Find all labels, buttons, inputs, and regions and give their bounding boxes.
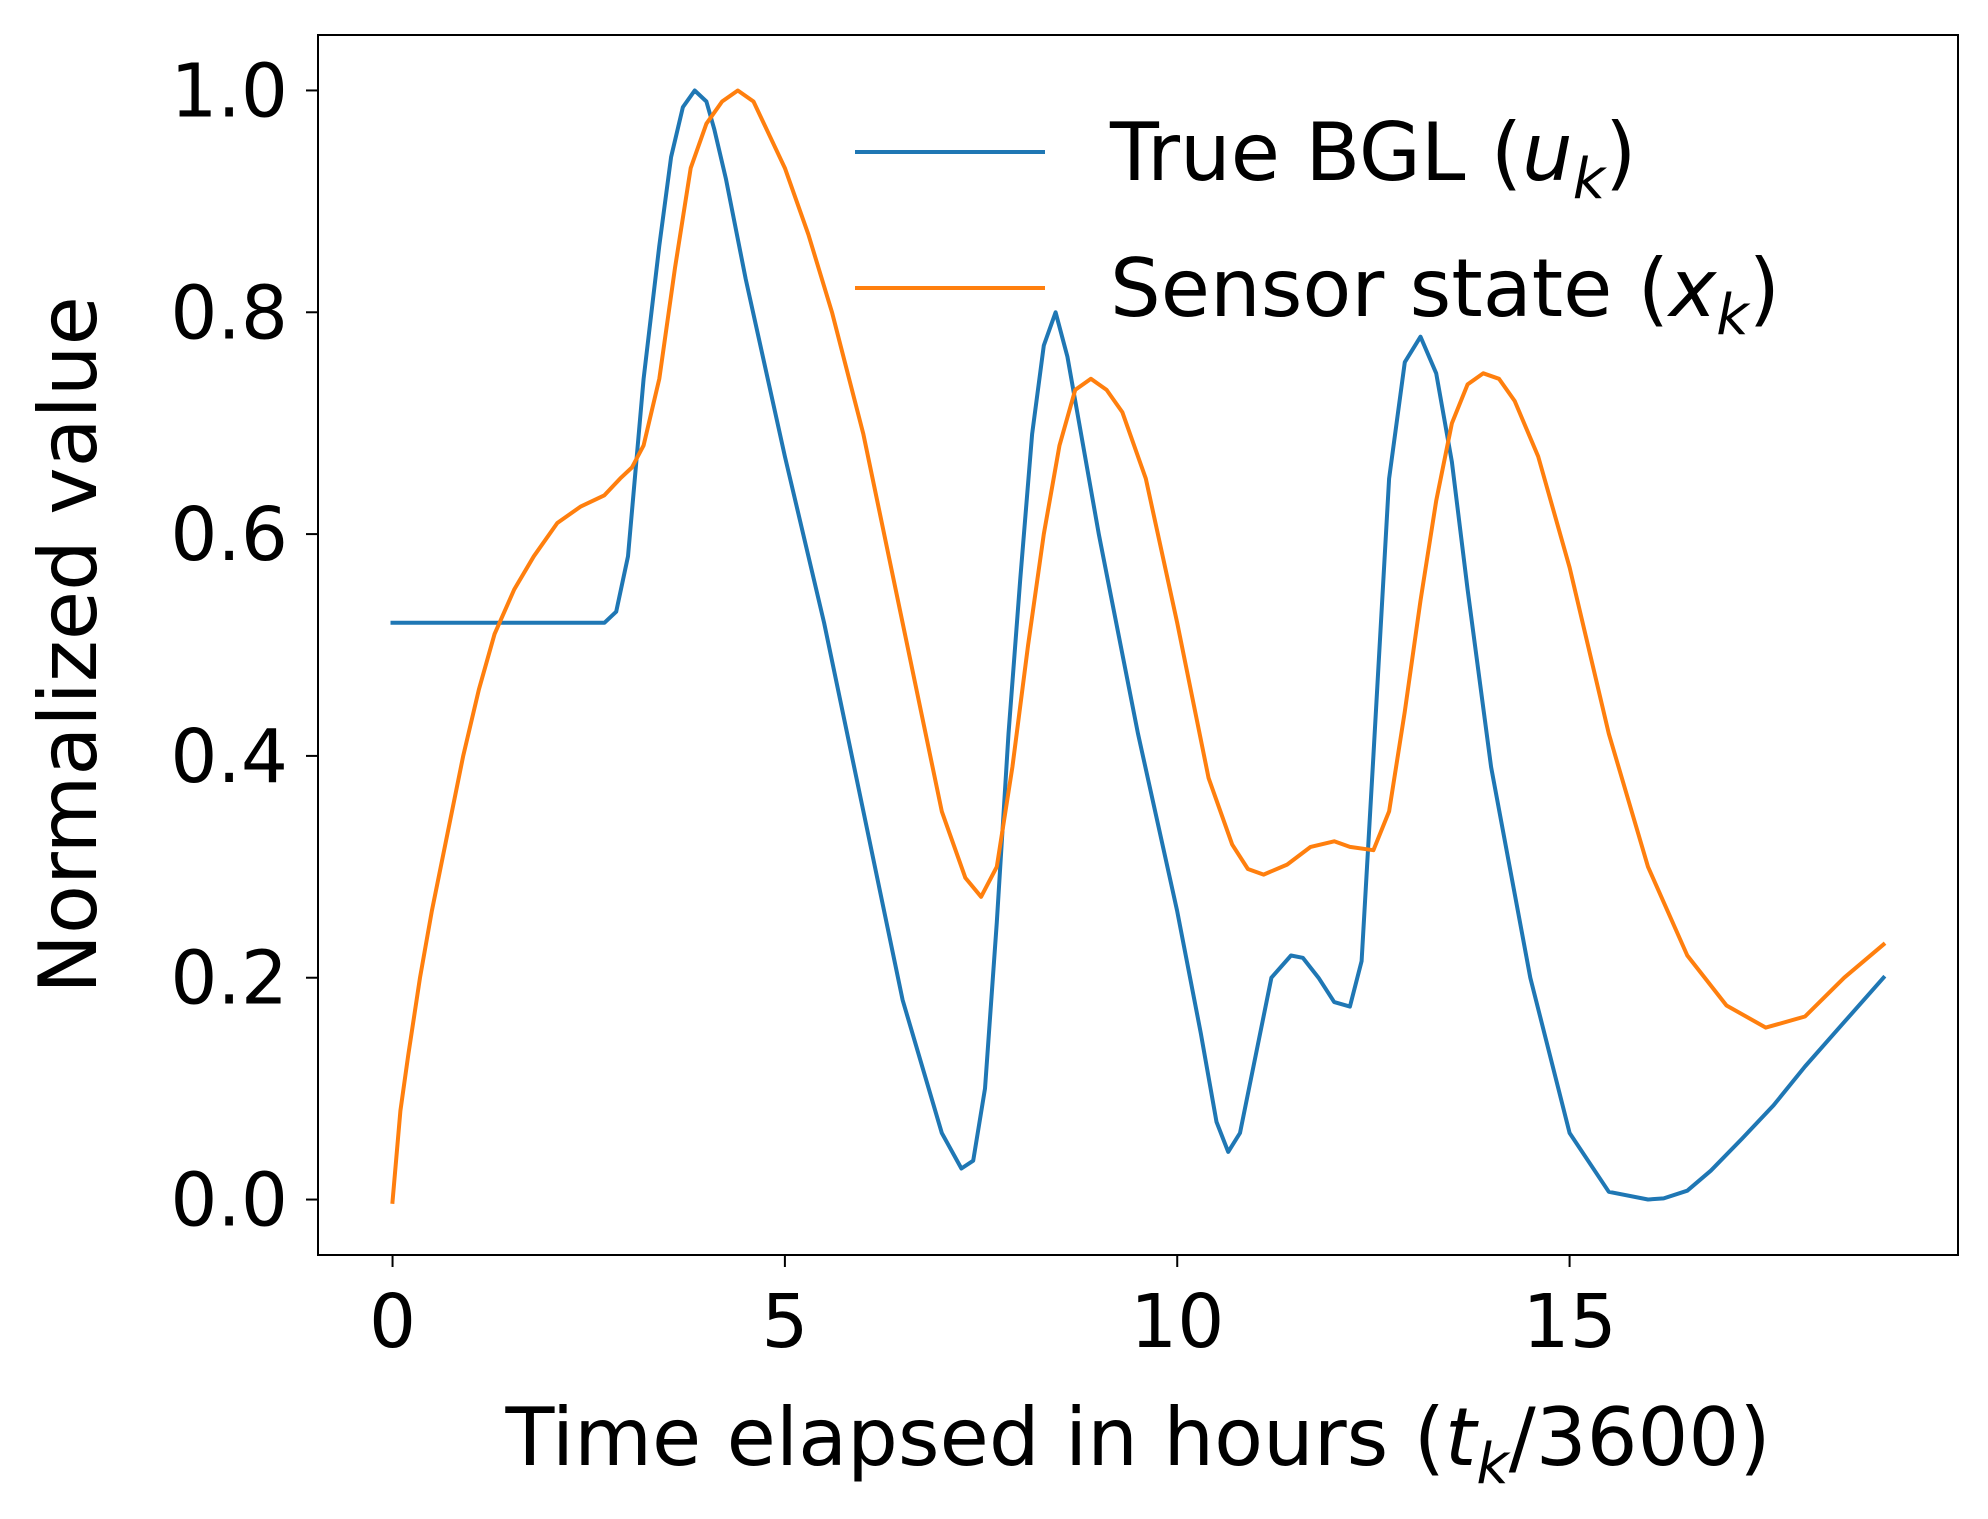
- series-line-2: [390, 88, 1887, 1204]
- x-tick-label-1: 5: [761, 1279, 808, 1365]
- y-tick-label-1: 0.2: [170, 936, 288, 1022]
- x-tick-label-3: 15: [1522, 1279, 1616, 1365]
- legend-label-2: Sensor state (xk): [1110, 242, 1780, 348]
- x-axis-label: Time elapsed in hours (tk/3600): [504, 1391, 1770, 1497]
- y-tick-label-2: 0.4: [170, 714, 288, 800]
- y-tick-label-4: 0.8: [170, 270, 288, 356]
- y-axis-label: Normalized value: [22, 296, 115, 994]
- x-tick-label-0: 0: [369, 1279, 416, 1365]
- legend: True BGL (uk) Sensor state (xk): [855, 106, 1780, 348]
- y-tick-label-3: 0.6: [170, 492, 288, 578]
- axes-frame: [317, 34, 1959, 1256]
- legend-label-1: True BGL (uk): [1109, 106, 1636, 212]
- series-line-1: [390, 88, 1887, 1202]
- y-tick-label-0: 0.0: [170, 1158, 288, 1244]
- y-tick-label-5: 1.0: [170, 48, 288, 134]
- axis-labels: Time elapsed in hours (tk/3600) Normalize…: [22, 296, 1771, 1497]
- axes: 0 5 10 15 0.0 0.2 0.4 0.6 0.8 1.0: [170, 34, 1959, 1365]
- plot-area: [390, 88, 1887, 1204]
- x-tick-label-2: 10: [1130, 1279, 1224, 1365]
